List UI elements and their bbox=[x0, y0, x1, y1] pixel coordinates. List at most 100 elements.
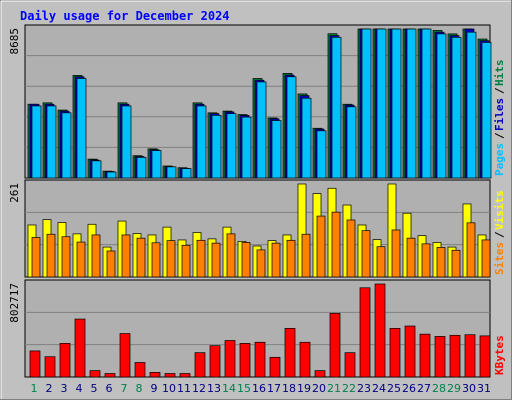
y-max-label: 8685 bbox=[8, 28, 21, 55]
bar-pages bbox=[136, 157, 147, 179]
x-tick-label: 1 bbox=[31, 382, 38, 395]
bar-pages bbox=[241, 116, 252, 179]
bar-pages bbox=[271, 120, 282, 179]
bar-kbytes bbox=[29, 350, 41, 378]
x-tick-label: 25 bbox=[387, 382, 401, 395]
x-tick-label: 31 bbox=[477, 382, 491, 395]
bar-kbytes bbox=[254, 341, 266, 378]
bar-kbytes bbox=[149, 372, 161, 378]
bar-sites bbox=[226, 233, 236, 278]
legend-files: Files bbox=[493, 98, 506, 131]
legend-sites: Sites bbox=[493, 242, 506, 275]
x-tick-label: 19 bbox=[297, 382, 311, 395]
bar-kbytes bbox=[344, 352, 356, 378]
bar-sites bbox=[256, 249, 266, 278]
bar-kbytes bbox=[419, 333, 431, 378]
legend-separator: / bbox=[493, 231, 506, 238]
x-tick-label: 28 bbox=[432, 382, 446, 395]
x-tick-label: 17 bbox=[267, 382, 281, 395]
bar-sites bbox=[76, 241, 86, 278]
legend: Sites /Visits bbox=[493, 190, 506, 275]
bar-kbytes bbox=[209, 345, 221, 378]
bar-pages bbox=[46, 105, 57, 179]
legend-visits: Visits bbox=[493, 190, 506, 230]
bar-kbytes bbox=[224, 340, 236, 378]
bar-pages bbox=[406, 28, 417, 179]
bar-sites bbox=[136, 237, 146, 278]
bar-pages bbox=[106, 171, 117, 179]
bar-kbytes bbox=[59, 343, 71, 378]
bar-kbytes bbox=[269, 356, 281, 378]
bar-sites bbox=[166, 240, 176, 278]
x-tick-label: 20 bbox=[312, 382, 326, 395]
bar-sites bbox=[31, 237, 41, 278]
x-tick-label: 13 bbox=[207, 382, 221, 395]
bar-kbytes bbox=[119, 333, 131, 378]
bar-sites bbox=[151, 242, 161, 278]
y-max-label: 802717 bbox=[8, 283, 21, 323]
bar-pages bbox=[211, 115, 222, 179]
x-tick-label: 14 bbox=[222, 382, 236, 395]
x-tick-label: 30 bbox=[462, 382, 476, 395]
bar-sites bbox=[406, 237, 416, 278]
bar-kbytes bbox=[134, 362, 146, 378]
legend-separator: / bbox=[493, 87, 506, 94]
bar-sites bbox=[181, 244, 191, 278]
legend: Pages/Files/Hits bbox=[493, 60, 506, 177]
x-axis-labels: 1 2 3 4 5 6 7 8 9 10 11 12 13 14 15 16 17 18 19 20 21 22 23 24 2… bbox=[31, 382, 492, 395]
x-tick-label: 23 bbox=[357, 382, 371, 395]
bar-pages bbox=[376, 28, 387, 179]
bar-sites bbox=[391, 229, 401, 278]
bar-pages bbox=[91, 160, 102, 179]
legend-separator: / bbox=[493, 132, 506, 139]
bar-pages bbox=[421, 28, 432, 179]
bar-sites bbox=[46, 233, 56, 278]
bar-kbytes bbox=[74, 318, 86, 378]
bar-sites bbox=[376, 246, 386, 278]
bar-kbytes bbox=[404, 325, 416, 378]
x-tick-label: 9 bbox=[151, 382, 158, 395]
bar-pages bbox=[256, 81, 267, 179]
bar-sites bbox=[466, 222, 476, 278]
x-tick-label: 18 bbox=[282, 382, 296, 395]
bar-pages bbox=[166, 166, 177, 179]
x-tick-label: 6 bbox=[106, 382, 113, 395]
y-max-label: 261 bbox=[8, 183, 21, 203]
bar-sites bbox=[451, 249, 461, 278]
bar-pages bbox=[316, 130, 327, 179]
bar-kbytes bbox=[299, 341, 311, 378]
bar-pages bbox=[361, 28, 372, 179]
bar-kbytes bbox=[389, 327, 401, 378]
bar-sites bbox=[196, 239, 206, 278]
x-tick-label: 8 bbox=[136, 382, 143, 395]
bar-kbytes bbox=[434, 336, 446, 378]
bar-pages bbox=[331, 36, 342, 179]
bar-kbytes bbox=[44, 356, 56, 378]
x-tick-label: 27 bbox=[417, 382, 431, 395]
x-tick-label: 12 bbox=[192, 382, 206, 395]
bar-sites bbox=[61, 236, 71, 278]
chart-title: Daily usage for December 2024 bbox=[20, 9, 230, 23]
x-tick-label: 26 bbox=[402, 382, 416, 395]
bar-sites bbox=[106, 250, 116, 278]
x-tick-label: 24 bbox=[372, 382, 386, 395]
bar-kbytes bbox=[314, 370, 326, 378]
x-tick-label: 16 bbox=[252, 382, 266, 395]
bar-pages bbox=[76, 78, 87, 179]
bar-kbytes bbox=[164, 373, 176, 378]
bar-sites bbox=[346, 219, 356, 278]
bar-kbytes bbox=[89, 370, 101, 378]
bar-pages bbox=[481, 42, 492, 179]
bar-kbytes bbox=[239, 343, 251, 378]
bar-kbytes bbox=[374, 283, 386, 378]
x-tick-label: 5 bbox=[91, 382, 98, 395]
bar-sites bbox=[91, 234, 101, 278]
bar-sites bbox=[301, 233, 311, 278]
bar-sites bbox=[316, 215, 326, 278]
bar-pages bbox=[196, 105, 207, 179]
x-tick-label: 29 bbox=[447, 382, 461, 395]
bar-kbytes bbox=[194, 352, 206, 378]
bar-kbytes bbox=[104, 373, 116, 378]
bar-sites bbox=[436, 247, 446, 278]
